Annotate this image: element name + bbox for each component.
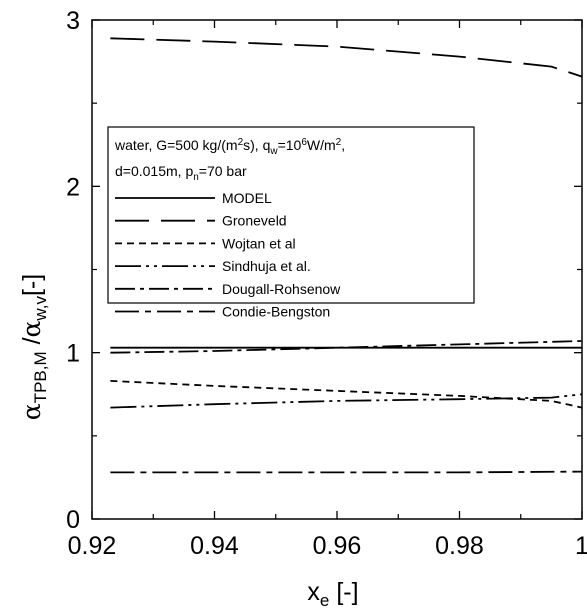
y-tick-label: 0 bbox=[66, 506, 80, 534]
legend-label-4: Sindhuja et al. bbox=[222, 258, 311, 274]
x-tick-label: 0.98 bbox=[435, 532, 484, 560]
y-tick-label: 1 bbox=[66, 340, 80, 368]
legend-label-6: Condie-Bengston bbox=[222, 304, 330, 320]
y-tick-label: 2 bbox=[66, 173, 80, 201]
x-tick-label: 1 bbox=[575, 532, 587, 560]
legend: water, G=500 kg/(m2s), qw=106W/m2, d=0.0… bbox=[107, 126, 475, 320]
legend-label-1: MODEL bbox=[222, 190, 272, 206]
x-axis-title: xe [-] bbox=[307, 578, 358, 610]
legend-label-2: Groneveld bbox=[222, 213, 287, 229]
series-line-5 bbox=[110, 340, 583, 354]
x-tick-label: 0.94 bbox=[190, 532, 239, 560]
x-tick-label: 0.92 bbox=[68, 532, 117, 560]
legend-label-3: Wojtan et al bbox=[222, 235, 296, 251]
series-line-3 bbox=[110, 380, 583, 409]
legend-label-5: Dougall-Rohsenow bbox=[222, 281, 341, 297]
legend-entries: MODEL Groneveld Wojtan et al Sindhuja et al… bbox=[115, 190, 341, 320]
axes: 0.92 0.94 0.96 0.98 1 0 1 2 3 bbox=[66, 7, 587, 560]
legend-header-line1: water, G=500 kg/(m2s), qw=106W/m2, bbox=[114, 137, 345, 157]
series-line-4 bbox=[110, 393, 583, 409]
legend-header-line2: d=0.015m, pn=70 bar bbox=[115, 163, 247, 183]
series-line-2 bbox=[110, 37, 583, 78]
x-tick-label: 0.96 bbox=[313, 532, 362, 560]
y-tick-label: 3 bbox=[66, 7, 80, 35]
axis-titles: xe [-] αTPB,M /αw,v[-] bbox=[17, 274, 359, 610]
legend-box bbox=[107, 126, 475, 304]
series-lines bbox=[110, 37, 583, 474]
series-line-6 bbox=[110, 470, 583, 474]
y-axis-title: αTPB,M /αw,v[-] bbox=[17, 274, 50, 420]
